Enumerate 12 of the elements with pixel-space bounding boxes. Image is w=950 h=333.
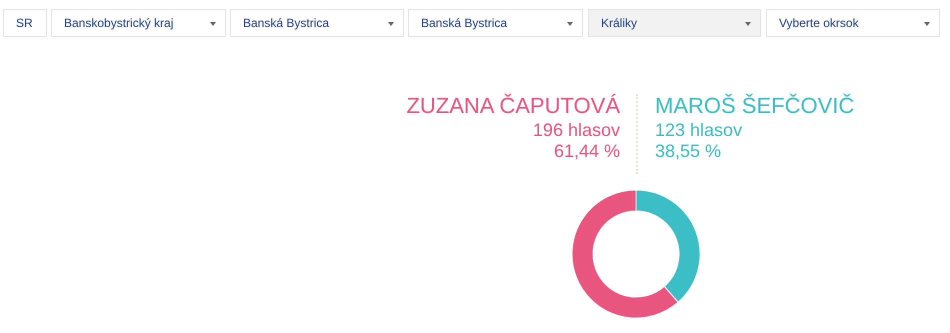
slice-label: MAROŠ ŠEFČOVIČ — [655, 92, 854, 120]
text: Králiky — [588, 9, 761, 37]
text: Banskobystrický kraj — [51, 9, 226, 37]
text: Banská Bystrica — [230, 9, 404, 37]
text: Banská Bystrica — [408, 9, 583, 37]
data-label: 196 hlasov — [532, 120, 620, 141]
text: 61,44 % — [552, 141, 620, 162]
text: 38,55 % — [655, 141, 722, 162]
data-label: 123 hlasov — [655, 120, 744, 141]
text: SR — [3, 9, 47, 37]
text: Vyberte okrsok — [766, 9, 940, 37]
slice-label: ZUZANA ČAPUTOVÁ — [406, 92, 620, 120]
